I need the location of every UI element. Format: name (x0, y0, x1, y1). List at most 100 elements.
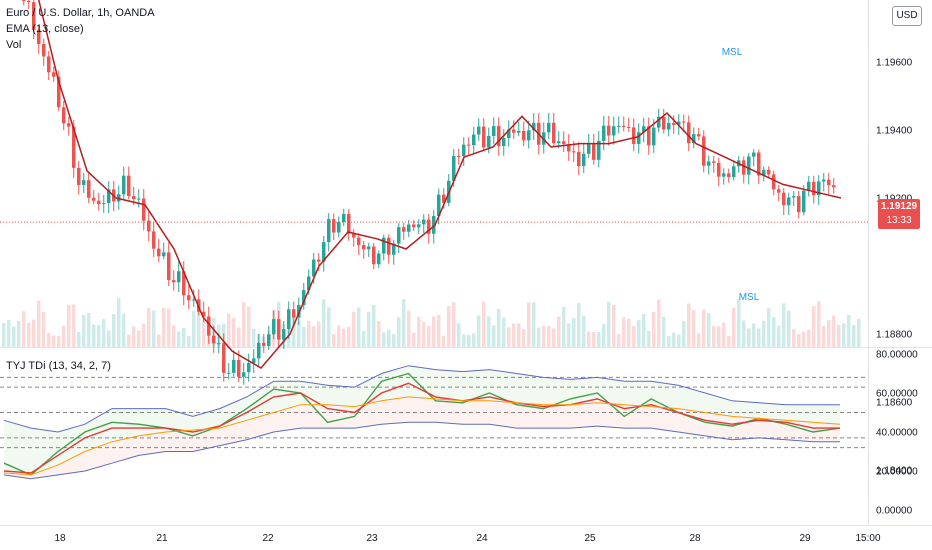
volume-bar (107, 330, 111, 347)
candle-body (172, 280, 176, 283)
candle-body (732, 166, 736, 178)
volume-bar (592, 332, 596, 347)
volume-bar (527, 302, 531, 347)
volume-bar (452, 302, 456, 347)
candle-body (697, 134, 701, 137)
candle-body (477, 126, 481, 135)
volume-legend[interactable]: Vol (6, 39, 22, 51)
candle-body (162, 252, 166, 257)
last-price-value: 1.19129 (880, 201, 918, 212)
volume-bar (182, 328, 186, 347)
candle-body (642, 126, 646, 133)
volume-bar (167, 308, 171, 347)
volume-bar (192, 310, 196, 347)
volume-bar (647, 330, 651, 347)
volume-bar (472, 333, 476, 347)
candle-body (297, 305, 301, 318)
tdi-legend[interactable]: TYJ TDi (13, 34, 2, 7) (6, 360, 111, 372)
volume-bar (117, 298, 121, 347)
volume-bar (342, 328, 346, 347)
volume-bar (697, 332, 701, 347)
candle-body (817, 181, 821, 196)
volume-bars (2, 298, 861, 347)
volume-bar (467, 334, 471, 347)
volume-bar (52, 335, 56, 347)
volume-bar (247, 306, 251, 347)
bar-countdown: 13:33 (886, 215, 912, 226)
candle-body (812, 181, 816, 196)
candle-body (157, 248, 161, 257)
time-tick-label: 24 (476, 533, 488, 544)
volume-bar (397, 317, 401, 347)
volume-bar (572, 317, 576, 347)
last-price-badge: 1.19129 13:33 (878, 199, 920, 229)
volume-bar (232, 317, 236, 347)
candle-body (262, 342, 266, 346)
candle-body (487, 135, 491, 148)
volume-bar (102, 319, 106, 347)
candle-body (527, 130, 531, 141)
volume-bar (667, 336, 671, 347)
volume-bar (682, 321, 686, 347)
price-tick-label: 1.19600 (876, 58, 913, 69)
ema-legend[interactable]: EMA (13, close) (6, 23, 84, 35)
volume-bar (112, 314, 116, 347)
volume-bar (607, 301, 611, 347)
volume-bar (832, 315, 836, 347)
price-tick-label: 1.19400 (876, 126, 913, 137)
candle-body (547, 122, 551, 133)
volume-bar (2, 323, 6, 347)
candle-body (832, 185, 836, 188)
volume-bar (742, 320, 746, 347)
volume-bar (792, 329, 796, 347)
candle-body (772, 174, 776, 190)
tdi-upper-band (3, 365, 840, 433)
volume-bar (582, 315, 586, 347)
volume-bar (717, 326, 721, 347)
volume-bar (237, 327, 241, 347)
volume-bar (47, 332, 51, 347)
time-tick-label: 21 (156, 533, 168, 544)
price-axis: 1.202001.200001.198001.196001.194001.192… (876, 0, 913, 477)
volume-bar (762, 320, 766, 347)
volume-bar (197, 298, 201, 347)
volume-bar (297, 321, 301, 347)
candle-body (572, 151, 576, 153)
volume-bar (82, 314, 86, 347)
volume-bar (177, 331, 181, 347)
volume-bar (377, 320, 381, 347)
candle-body (562, 141, 566, 145)
candle-body (507, 129, 511, 139)
time-tick-label: 15:00 (855, 533, 880, 544)
currency-button[interactable]: USD (892, 6, 922, 26)
candle-body (822, 179, 826, 182)
msl-annotation-label: MSL (722, 47, 743, 58)
candle-body (417, 224, 421, 228)
candle-body (37, 29, 41, 44)
volume-bar (852, 324, 856, 347)
candles (22, 0, 836, 385)
candle-body (47, 56, 51, 73)
volume-bar (92, 324, 96, 347)
tdi-pane (0, 365, 868, 480)
candle-body (302, 290, 306, 306)
candle-body (212, 335, 216, 344)
time-tick-label: 18 (54, 533, 66, 544)
candle-body (492, 126, 496, 136)
tdi-upper-fill (4, 365, 840, 475)
candle-body (257, 342, 261, 359)
volume-bar (347, 326, 351, 347)
candle-body (567, 144, 571, 152)
volume-bar (162, 307, 166, 347)
candle-body (137, 198, 141, 200)
candle-body (382, 237, 386, 254)
volume-bar (797, 334, 801, 347)
candle-body (592, 143, 596, 160)
volume-bar (662, 316, 666, 347)
candle-body (782, 192, 786, 206)
candle-body (67, 123, 71, 127)
volume-bar (317, 321, 321, 347)
candle-body (502, 138, 506, 146)
tdi-tick-label: 60.00000 (876, 389, 918, 400)
